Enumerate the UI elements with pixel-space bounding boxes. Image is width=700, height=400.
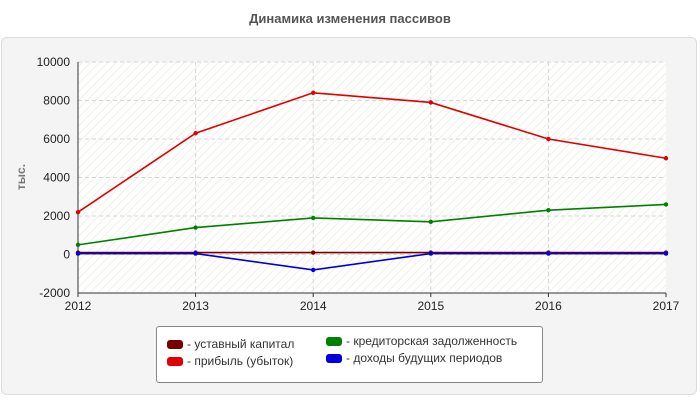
series-line-4 [78,252,666,271]
series-2-point [663,156,669,161]
series-line-2 [77,91,667,213]
y-tick-label: 8000 [43,94,70,108]
legend-label-1: - уставный капитал [187,337,295,351]
y-tick-label: -2000 [39,286,70,300]
series-3-point [663,202,669,207]
series-3-point [546,208,551,213]
legend-swatch-1 [167,339,183,349]
y-tick-label: 6000 [43,132,70,146]
legend-label-2: - прибыль (убыток) [187,354,294,368]
y-tick-label: 4000 [43,171,70,185]
x-tick-label: 2015 [417,299,444,313]
legend: - уставный капитал - прибыль (убыток) - … [156,326,543,383]
legend-item-4[interactable]: - доходы будущих периодов [326,351,502,365]
legend-label-3: - кредиторская задолженность [346,334,518,348]
series-4-point [663,251,669,256]
legend-item-1[interactable]: - уставный капитал [167,337,294,351]
chart-title: Динамика изменения пассивов [249,11,451,26]
x-tick-label: 2017 [653,299,680,313]
series-2-point [75,209,81,215]
series-2-point [546,136,551,142]
series-2-point [428,100,433,105]
y-axis-title: тыс. [14,163,28,191]
x-tick-label: 2016 [535,299,562,313]
x-tick-label: 2013 [182,299,209,313]
series-2-point [193,131,198,136]
series-3-point [75,242,81,248]
legend-swatch-3 [326,336,342,346]
y-tick-label: 10000 [37,55,71,69]
series-3-point [428,219,433,224]
series-3-point [193,225,198,230]
legend-swatch-2 [167,356,183,366]
legend-item-2[interactable]: - прибыль (убыток) [167,354,293,368]
legend-item-3[interactable]: - кредиторская задолженность [326,334,517,348]
x-tick-label: 2012 [65,299,92,313]
legend-label-4: - доходы будущих периодов [346,351,503,365]
series-4-point [428,251,433,256]
x-tick-label: 2014 [300,299,327,313]
series-4-point [75,251,81,256]
y-tick-label: 0 [63,248,70,262]
series-2-point [311,90,316,96]
series-4-point [546,251,551,256]
legend-swatch-4 [326,353,342,363]
series-4-point [311,267,316,273]
series-3-point [311,215,316,221]
series-line-3 [77,203,667,246]
y-tick-label: 2000 [43,209,70,223]
series-1-point [311,250,316,255]
series-4-point [193,251,198,256]
